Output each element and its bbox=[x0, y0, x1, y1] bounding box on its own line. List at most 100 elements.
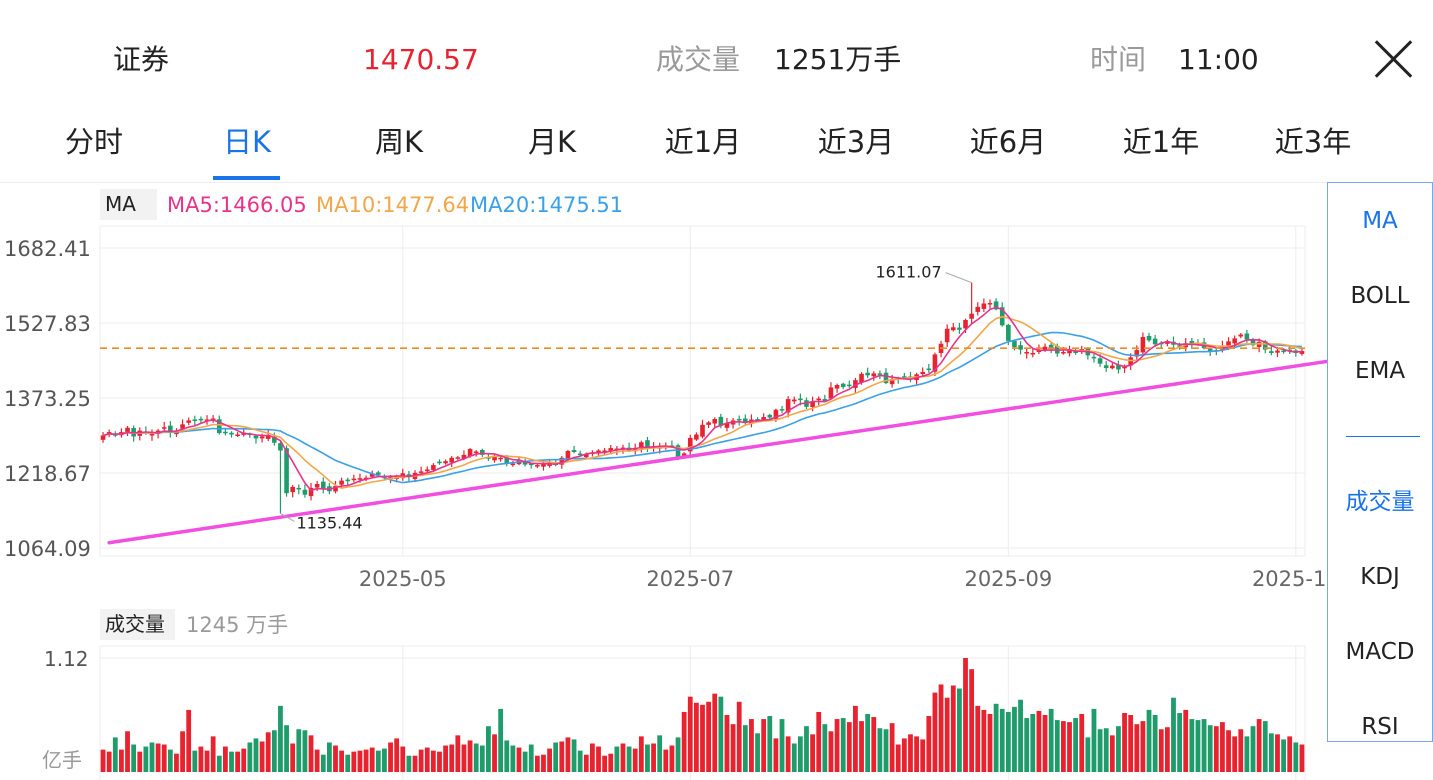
period-tabs: 分时 日K 周K 月K 近1月 近3月 近6月 近1年 近3年 bbox=[0, 104, 1433, 183]
volume-bar bbox=[1250, 726, 1256, 772]
candle bbox=[235, 432, 240, 437]
candle-body bbox=[1177, 345, 1182, 347]
candle-body bbox=[443, 461, 448, 464]
candle bbox=[602, 447, 607, 456]
volume-bar bbox=[969, 669, 975, 772]
candle bbox=[571, 445, 577, 454]
volume-bar bbox=[987, 713, 993, 772]
volume-bar bbox=[785, 736, 791, 772]
volume-bar bbox=[198, 746, 204, 772]
volume-bar bbox=[651, 743, 656, 772]
volume-badge[interactable]: 成交量 bbox=[100, 609, 175, 640]
volume-bar bbox=[345, 754, 351, 772]
candle-body bbox=[272, 436, 277, 443]
tab-monthly-k[interactable]: 月K bbox=[527, 125, 577, 159]
volume-bar bbox=[216, 755, 222, 772]
candle bbox=[871, 371, 877, 381]
volume-bar bbox=[486, 726, 491, 772]
candle bbox=[290, 485, 295, 498]
volume-bar bbox=[351, 751, 357, 772]
candle-body bbox=[840, 383, 846, 387]
volume-bar bbox=[779, 719, 785, 772]
candle-body bbox=[1061, 352, 1066, 354]
menu-macd[interactable]: MACD bbox=[1345, 639, 1415, 665]
volume-bar bbox=[388, 742, 393, 772]
time-label: 时间 bbox=[1090, 43, 1147, 76]
candle bbox=[186, 417, 191, 426]
volume-bar bbox=[271, 730, 277, 772]
volume-bar bbox=[602, 755, 608, 772]
volume-bar bbox=[730, 724, 736, 772]
candle-body bbox=[871, 373, 877, 377]
candle-body bbox=[718, 416, 724, 426]
menu-ma[interactable]: MA bbox=[1362, 208, 1398, 234]
volume-bar bbox=[553, 742, 559, 772]
ma5-line bbox=[102, 306, 1302, 492]
volume-bar bbox=[437, 751, 442, 772]
candle bbox=[161, 421, 167, 432]
volume-bar bbox=[1287, 736, 1293, 772]
volume-bar bbox=[1238, 729, 1244, 772]
candle-body bbox=[1244, 333, 1250, 340]
volume-bar bbox=[963, 658, 968, 772]
volume-bar bbox=[400, 746, 406, 772]
volume-bar bbox=[461, 744, 467, 772]
candle-body bbox=[712, 418, 718, 424]
candle-body bbox=[706, 422, 711, 425]
tab-6-months[interactable]: 近6月 bbox=[969, 125, 1047, 159]
volume-bar bbox=[1275, 734, 1280, 772]
time-value: 11:00 bbox=[1178, 43, 1259, 76]
volume-bar bbox=[675, 737, 681, 772]
candle-body bbox=[1152, 338, 1158, 345]
candle-body bbox=[351, 478, 357, 481]
candle bbox=[492, 453, 497, 463]
candle-body bbox=[528, 463, 534, 466]
volume-bar bbox=[767, 716, 773, 772]
candle-body bbox=[1281, 350, 1286, 353]
candle-body bbox=[583, 453, 589, 458]
volume-bar bbox=[1109, 735, 1115, 772]
candle-body bbox=[1207, 348, 1213, 352]
candle-body bbox=[981, 303, 987, 309]
min-label: 1135.44 bbox=[296, 513, 362, 532]
menu-kdj[interactable]: KDJ bbox=[1360, 564, 1400, 590]
price-axis: 1682.41 1527.83 1373.25 1218.67 1064.09 bbox=[4, 237, 91, 561]
volume-bar bbox=[693, 702, 699, 772]
tab-3-months[interactable]: 近3月 bbox=[817, 125, 895, 159]
tab-1-year[interactable]: 近1年 bbox=[1122, 125, 1200, 159]
candle-body bbox=[284, 448, 289, 494]
candle bbox=[308, 482, 314, 501]
candle-body bbox=[853, 380, 858, 388]
volume-bar bbox=[761, 719, 767, 772]
tab-weekly-k[interactable]: 周K bbox=[374, 125, 424, 159]
volume-bar bbox=[645, 744, 650, 772]
candle-body bbox=[1262, 341, 1268, 350]
volume-bar bbox=[382, 748, 387, 772]
volume-bar bbox=[1140, 721, 1146, 772]
tab-3-years[interactable]: 近3年 bbox=[1274, 125, 1352, 159]
candle-body bbox=[859, 373, 864, 383]
indicator-badge[interactable]: MA bbox=[100, 189, 157, 220]
volume-bar bbox=[1207, 725, 1213, 772]
candle-body bbox=[467, 449, 473, 457]
volume-bar bbox=[498, 708, 504, 772]
volume-bar bbox=[736, 701, 742, 772]
volume-bar bbox=[901, 738, 907, 772]
volume-bar bbox=[541, 754, 546, 772]
indicator-menu: MA BOLL EMA 成交量 KDJ MACD RSI bbox=[1327, 182, 1433, 742]
volume-bar bbox=[112, 737, 118, 772]
ma10-line bbox=[102, 315, 1303, 490]
volume-bar bbox=[583, 754, 589, 772]
menu-boll[interactable]: BOLL bbox=[1350, 283, 1410, 309]
menu-ema[interactable]: EMA bbox=[1354, 358, 1406, 384]
tab-daily-k[interactable]: 日K bbox=[222, 125, 272, 159]
volume-bar bbox=[455, 735, 461, 772]
menu-volume[interactable]: 成交量 bbox=[1345, 489, 1415, 515]
menu-rsi[interactable]: RSI bbox=[1361, 714, 1399, 740]
tab-1-month[interactable]: 近1月 bbox=[664, 125, 742, 159]
candle-body bbox=[449, 457, 455, 463]
volume-bar bbox=[1054, 720, 1060, 772]
tab-intraday[interactable]: 分时 bbox=[64, 125, 124, 159]
volume-bar bbox=[1048, 708, 1054, 772]
